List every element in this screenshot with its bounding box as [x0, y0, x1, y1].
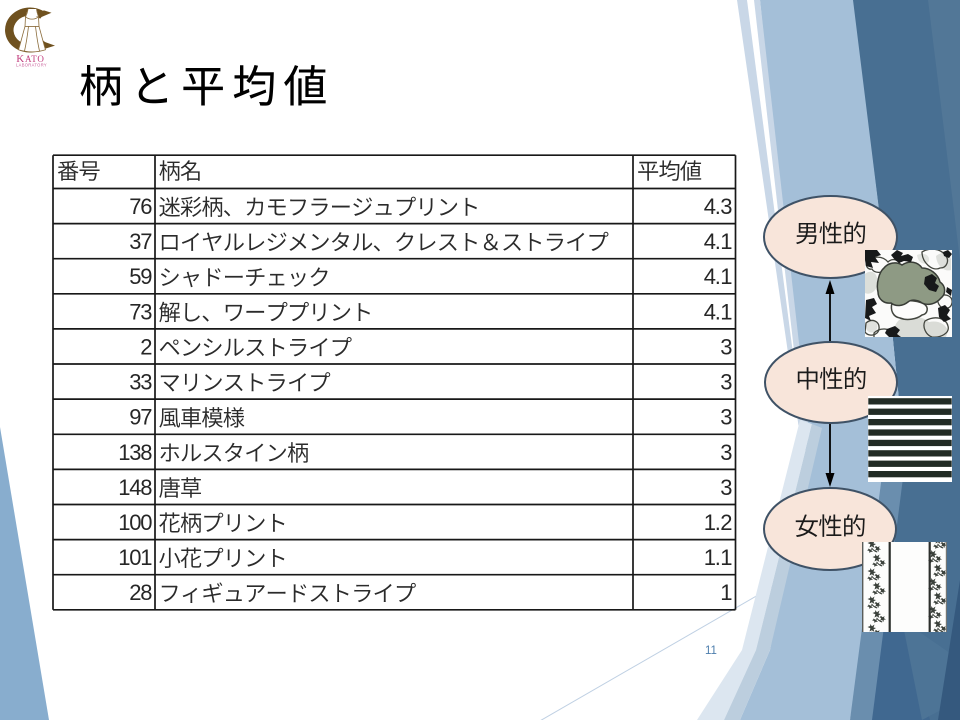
svg-text:101: 101 [118, 545, 152, 570]
svg-text:3: 3 [720, 405, 732, 430]
svg-text:LABORATORY: LABORATORY [16, 62, 47, 67]
svg-text:1.1: 1.1 [704, 545, 733, 570]
svg-text:3: 3 [720, 370, 732, 395]
svg-text:148: 148 [118, 475, 152, 500]
svg-text:33: 33 [129, 370, 152, 395]
svg-text:2: 2 [140, 334, 152, 359]
svg-text:59: 59 [129, 264, 152, 289]
svg-text:37: 37 [129, 229, 152, 254]
svg-text:4.1: 4.1 [704, 229, 733, 254]
svg-text:1.2: 1.2 [704, 510, 733, 535]
svg-text:97: 97 [129, 405, 152, 430]
svg-text:28: 28 [129, 580, 152, 605]
svg-text:3: 3 [720, 475, 732, 500]
svg-text:76: 76 [129, 194, 152, 219]
svg-text:73: 73 [129, 299, 152, 324]
svg-text:4.1: 4.1 [704, 299, 733, 324]
svg-text:11: 11 [705, 645, 717, 657]
svg-text:1: 1 [720, 580, 732, 605]
svg-text:KATO: KATO [16, 53, 45, 65]
svg-text:3: 3 [720, 334, 732, 359]
svg-text:3: 3 [720, 440, 732, 465]
svg-text:4.3: 4.3 [704, 194, 733, 219]
svg-text:100: 100 [118, 510, 152, 535]
svg-text:138: 138 [118, 440, 152, 465]
svg-text:4.1: 4.1 [704, 264, 733, 289]
